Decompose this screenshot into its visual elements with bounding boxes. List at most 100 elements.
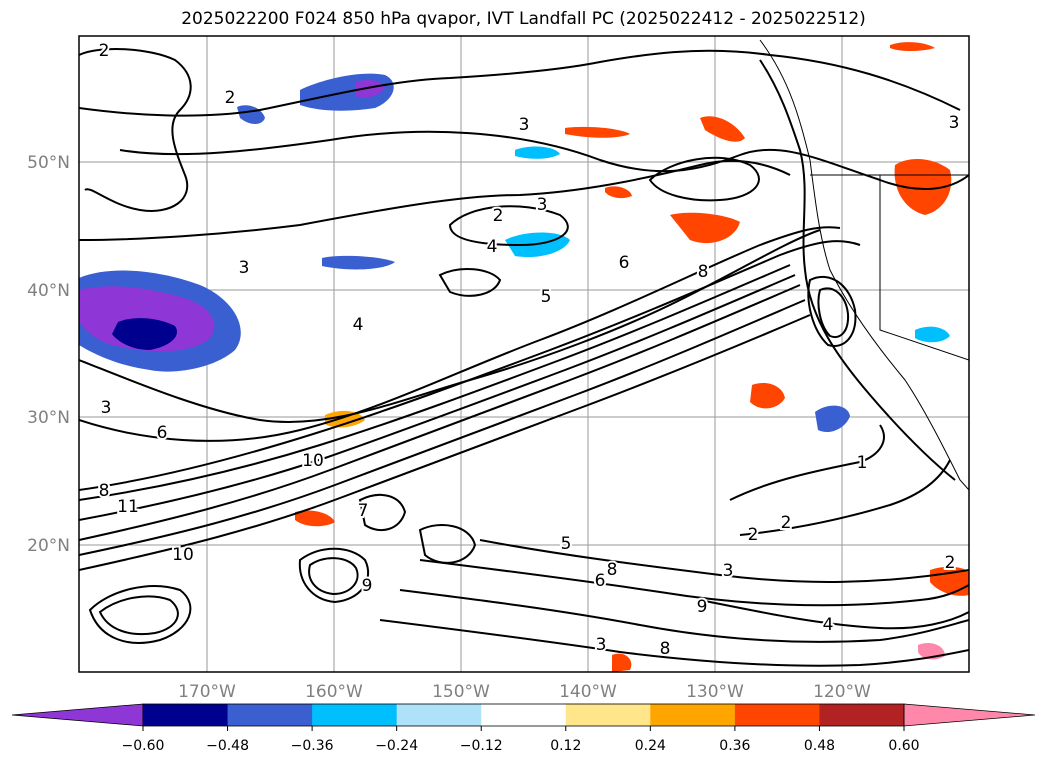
anomaly-positive-small-2 [605,186,632,199]
anomaly-positive-mid-2 [750,382,785,409]
anomaly-negative-small-3 [815,405,850,433]
colorbar-segment [143,704,229,726]
contour-label: 6 [157,423,168,443]
contour-line-west-2 [79,48,192,212]
contour-label: 8 [99,481,110,501]
colorbar-tick-label: 0.24 [635,738,666,754]
contour-line-swirl-1 [88,585,192,644]
contour-line-band-8 [79,240,861,491]
contour-label: 7 [358,501,369,521]
contour-line-south-c [379,619,969,667]
contour-label: 9 [362,576,373,596]
contour-label: 3 [723,561,734,581]
contour-line-band-11 [79,274,796,521]
contour-line-south-3 [479,539,969,583]
colorbar-tick-label: 0.48 [804,738,835,754]
contour-label: 8 [698,262,709,282]
contour-label: 2 [781,513,792,533]
anomaly-positive-mid-1 [670,212,740,244]
colorbar-segment [819,704,905,726]
contour-line-swirl-6 [418,524,477,564]
colorbar-tick-label: −0.12 [460,738,503,754]
contour-label: 2 [493,206,504,226]
contour-line-ring-2 [448,205,569,247]
contour-label: 3 [519,115,530,135]
lat-tick-label-50: 50°N [27,153,70,173]
contour-label: 4 [823,615,834,635]
contour-line-band-b [79,299,806,556]
anomaly-positive-small-1 [565,126,630,138]
anomaly-positive-mid-3 [325,410,365,428]
contour-label: 2 [99,41,110,61]
lat-tick-labels: 50°N 40°N 30°N 20°N [27,153,70,556]
colorbar-extend-high [903,703,1036,727]
colorbar-tick-label: −0.48 [206,738,249,754]
contour-label: 8 [660,639,671,659]
lat-tick-label-40: 40°N [27,281,70,301]
contour-line-ring-east-3 [438,268,502,297]
filled-anomalies [79,42,969,672]
contour-lines [79,48,969,667]
colorbar-tick-label: −0.60 [122,738,165,754]
anomaly-positive-small-3 [612,653,632,672]
contour-line-upper-mid [79,159,791,241]
contour-line-swirl-3 [298,547,370,604]
colorbar-tick-label: −0.36 [291,738,334,754]
colorbar-segment [734,704,820,726]
contour-line-swirl-2 [98,595,179,636]
figure-title: 2025022200 F024 850 hPa qvapor, IVT Land… [181,9,866,29]
border-line [810,174,969,361]
lat-tick-label-30: 30°N [27,408,70,428]
anomaly-negative-northwest-core [355,80,385,98]
contour-line-swirl-8 [817,287,850,338]
contour-line-band-a [79,284,801,541]
contour-line-south-a [419,559,969,607]
coastline [759,39,969,491]
contour-line-east-1 [729,424,885,501]
contour-line-east-4 [699,599,969,630]
anomaly-positive-northeast [894,158,952,215]
lon-tick-label-160w: 160°W [305,682,363,702]
contour-label: 3 [949,113,960,133]
contour-label: 9 [697,597,708,617]
contour-line-band-c [79,314,811,571]
anomaly-negative-small-4 [515,146,560,159]
colorbar-tick-label: 0.60 [888,738,919,754]
colorbar: −0.60 −0.48 −0.36 −0.24 −0.12 0.12 0.24 0.36 0.4… [11,703,1036,754]
colorbar-extend-low [11,703,144,727]
lon-tick-label-170w: 170°W [178,682,236,702]
colorbar-segment [565,704,651,726]
anomaly-positive-small-4 [890,42,935,51]
lon-tick-label-140w: 140°W [559,682,617,702]
anomaly-positive-mid-4 [295,510,335,527]
colorbar-tick-label: −0.24 [375,738,418,754]
contour-label: 11 [117,497,139,517]
contour-line-east-2 [739,459,951,536]
contour-label: 10 [172,545,194,565]
lon-tick-labels: 170°W 160°W 150°W 140°W 130°W 120°W [178,682,871,702]
colorbar-segment [227,704,313,726]
colorbar-tick-label: 0.12 [550,738,581,754]
contour-label: 5 [561,534,572,554]
anomaly-negative-small-5 [322,255,395,270]
contour-line-swirl-5 [358,493,407,532]
lon-tick-label-150w: 150°W [432,682,490,702]
contour-line-north-3 [79,49,961,117]
colorbar-segment [396,704,482,726]
colorbar-tick-label: 0.36 [719,738,750,754]
contour-label: 3 [101,398,112,418]
contour-label: 3 [537,195,548,215]
contour-label: 4 [353,315,364,335]
contour-line-south-b [399,589,969,643]
map-content [79,36,969,672]
contour-label: 1 [857,453,868,473]
lat-tick-label-20: 20°N [27,536,70,556]
contour-label: 6 [619,253,630,273]
contour-label: 2 [748,525,759,545]
lon-tick-label-120w: 120°W [813,682,871,702]
contour-label: 2 [225,88,236,108]
contour-label: 2 [945,553,956,573]
contour-label: 10 [302,451,324,471]
